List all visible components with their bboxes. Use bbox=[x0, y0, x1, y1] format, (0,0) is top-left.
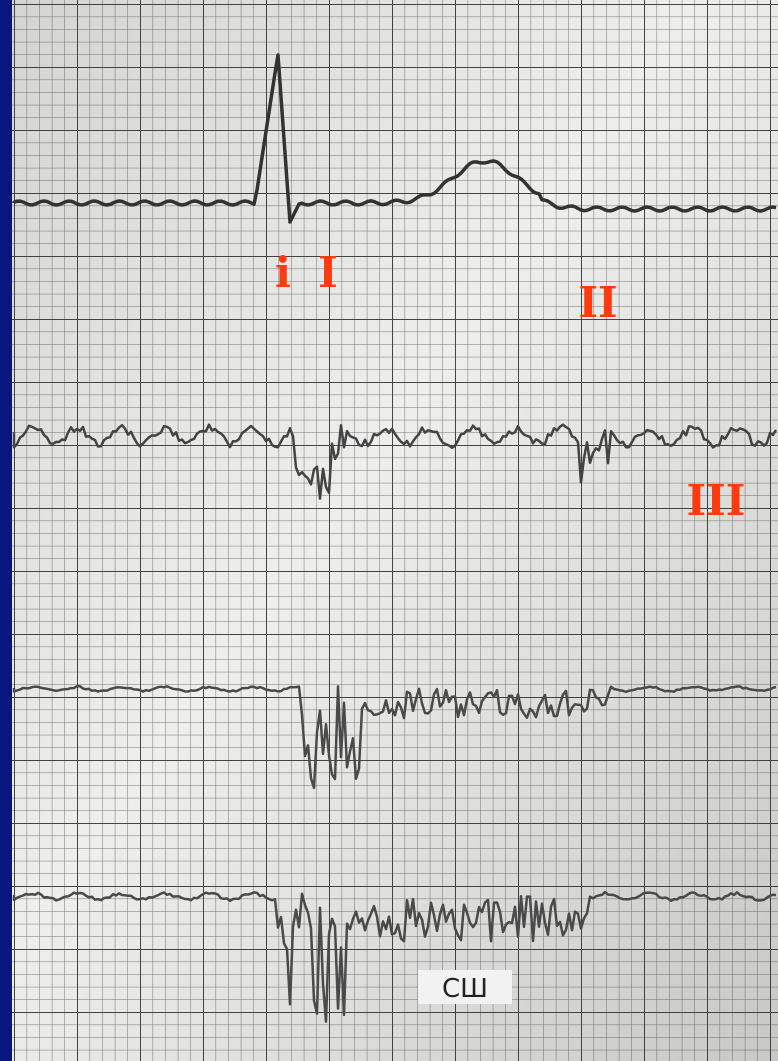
label-i: i bbox=[275, 248, 291, 297]
recording-photo: i I II III СШ bbox=[12, 0, 778, 1061]
label-II: II bbox=[578, 278, 617, 327]
label-III: III bbox=[687, 476, 746, 525]
label-I: I bbox=[318, 248, 338, 297]
caption: СШ bbox=[442, 974, 488, 1004]
page: i I II III СШ (() => { const data = JSON… bbox=[0, 0, 778, 1061]
major-grid bbox=[12, 0, 778, 1061]
